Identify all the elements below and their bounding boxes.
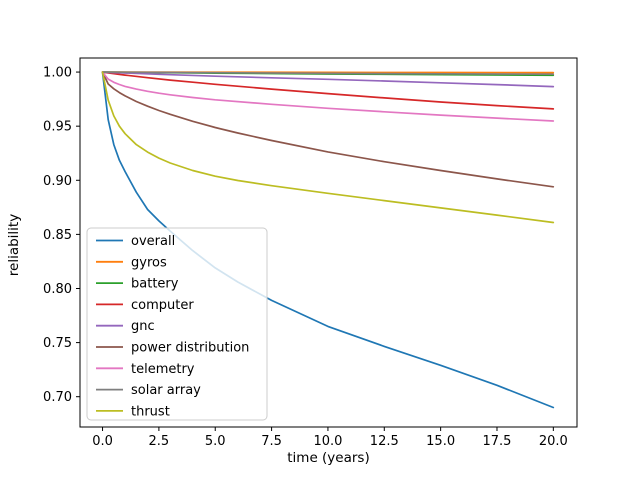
legend-label-solar-array: solar array	[131, 383, 201, 398]
legend-label-computer: computer	[131, 298, 194, 313]
series-line-telemetry	[101, 71, 555, 122]
y-tick-label: 0.80	[43, 282, 72, 297]
x-tick-label: 15.0	[426, 434, 455, 449]
x-tick-label: 2.5	[149, 434, 170, 449]
x-tick-label: 7.5	[261, 434, 282, 449]
y-tick-label: 1.00	[43, 66, 72, 81]
series-line-gnc	[101, 71, 555, 88]
legend-label-telemetry: telemetry	[131, 362, 195, 377]
x-tick-label: 0.0	[92, 434, 113, 449]
legend-box	[86, 227, 268, 421]
series-line-power-distribution	[101, 71, 555, 188]
series-line-thrust	[101, 71, 555, 224]
x-tick-label: 10.0	[313, 434, 342, 449]
legend-label-thrust: thrust	[131, 404, 170, 419]
series-line-computer	[101, 71, 555, 110]
legend-label-gnc: gnc	[131, 319, 155, 334]
plot-border	[79, 57, 578, 428]
legend-label-battery: battery	[131, 277, 179, 292]
legend-label-power-distribution: power distribution	[131, 341, 249, 356]
y-tick-label: 0.75	[43, 336, 72, 351]
x-tick-label: 5.0	[205, 434, 226, 449]
x-tick-label: 17.5	[483, 434, 512, 449]
y-tick-label: 0.90	[43, 174, 72, 189]
y-axis-label: reliability	[6, 213, 22, 277]
legend-label-overall: overall	[131, 234, 175, 249]
x-tick-label: 12.5	[370, 434, 399, 449]
y-tick-label: 0.70	[43, 390, 72, 405]
y-tick-label: 0.85	[43, 228, 72, 243]
series-line-solar-array	[101, 71, 555, 76]
x-tick-label: 20.0	[539, 434, 568, 449]
x-axis-label: time (years)	[287, 450, 370, 466]
legend-label-gyros: gyros	[131, 255, 167, 270]
y-tick-label: 0.95	[43, 120, 72, 135]
